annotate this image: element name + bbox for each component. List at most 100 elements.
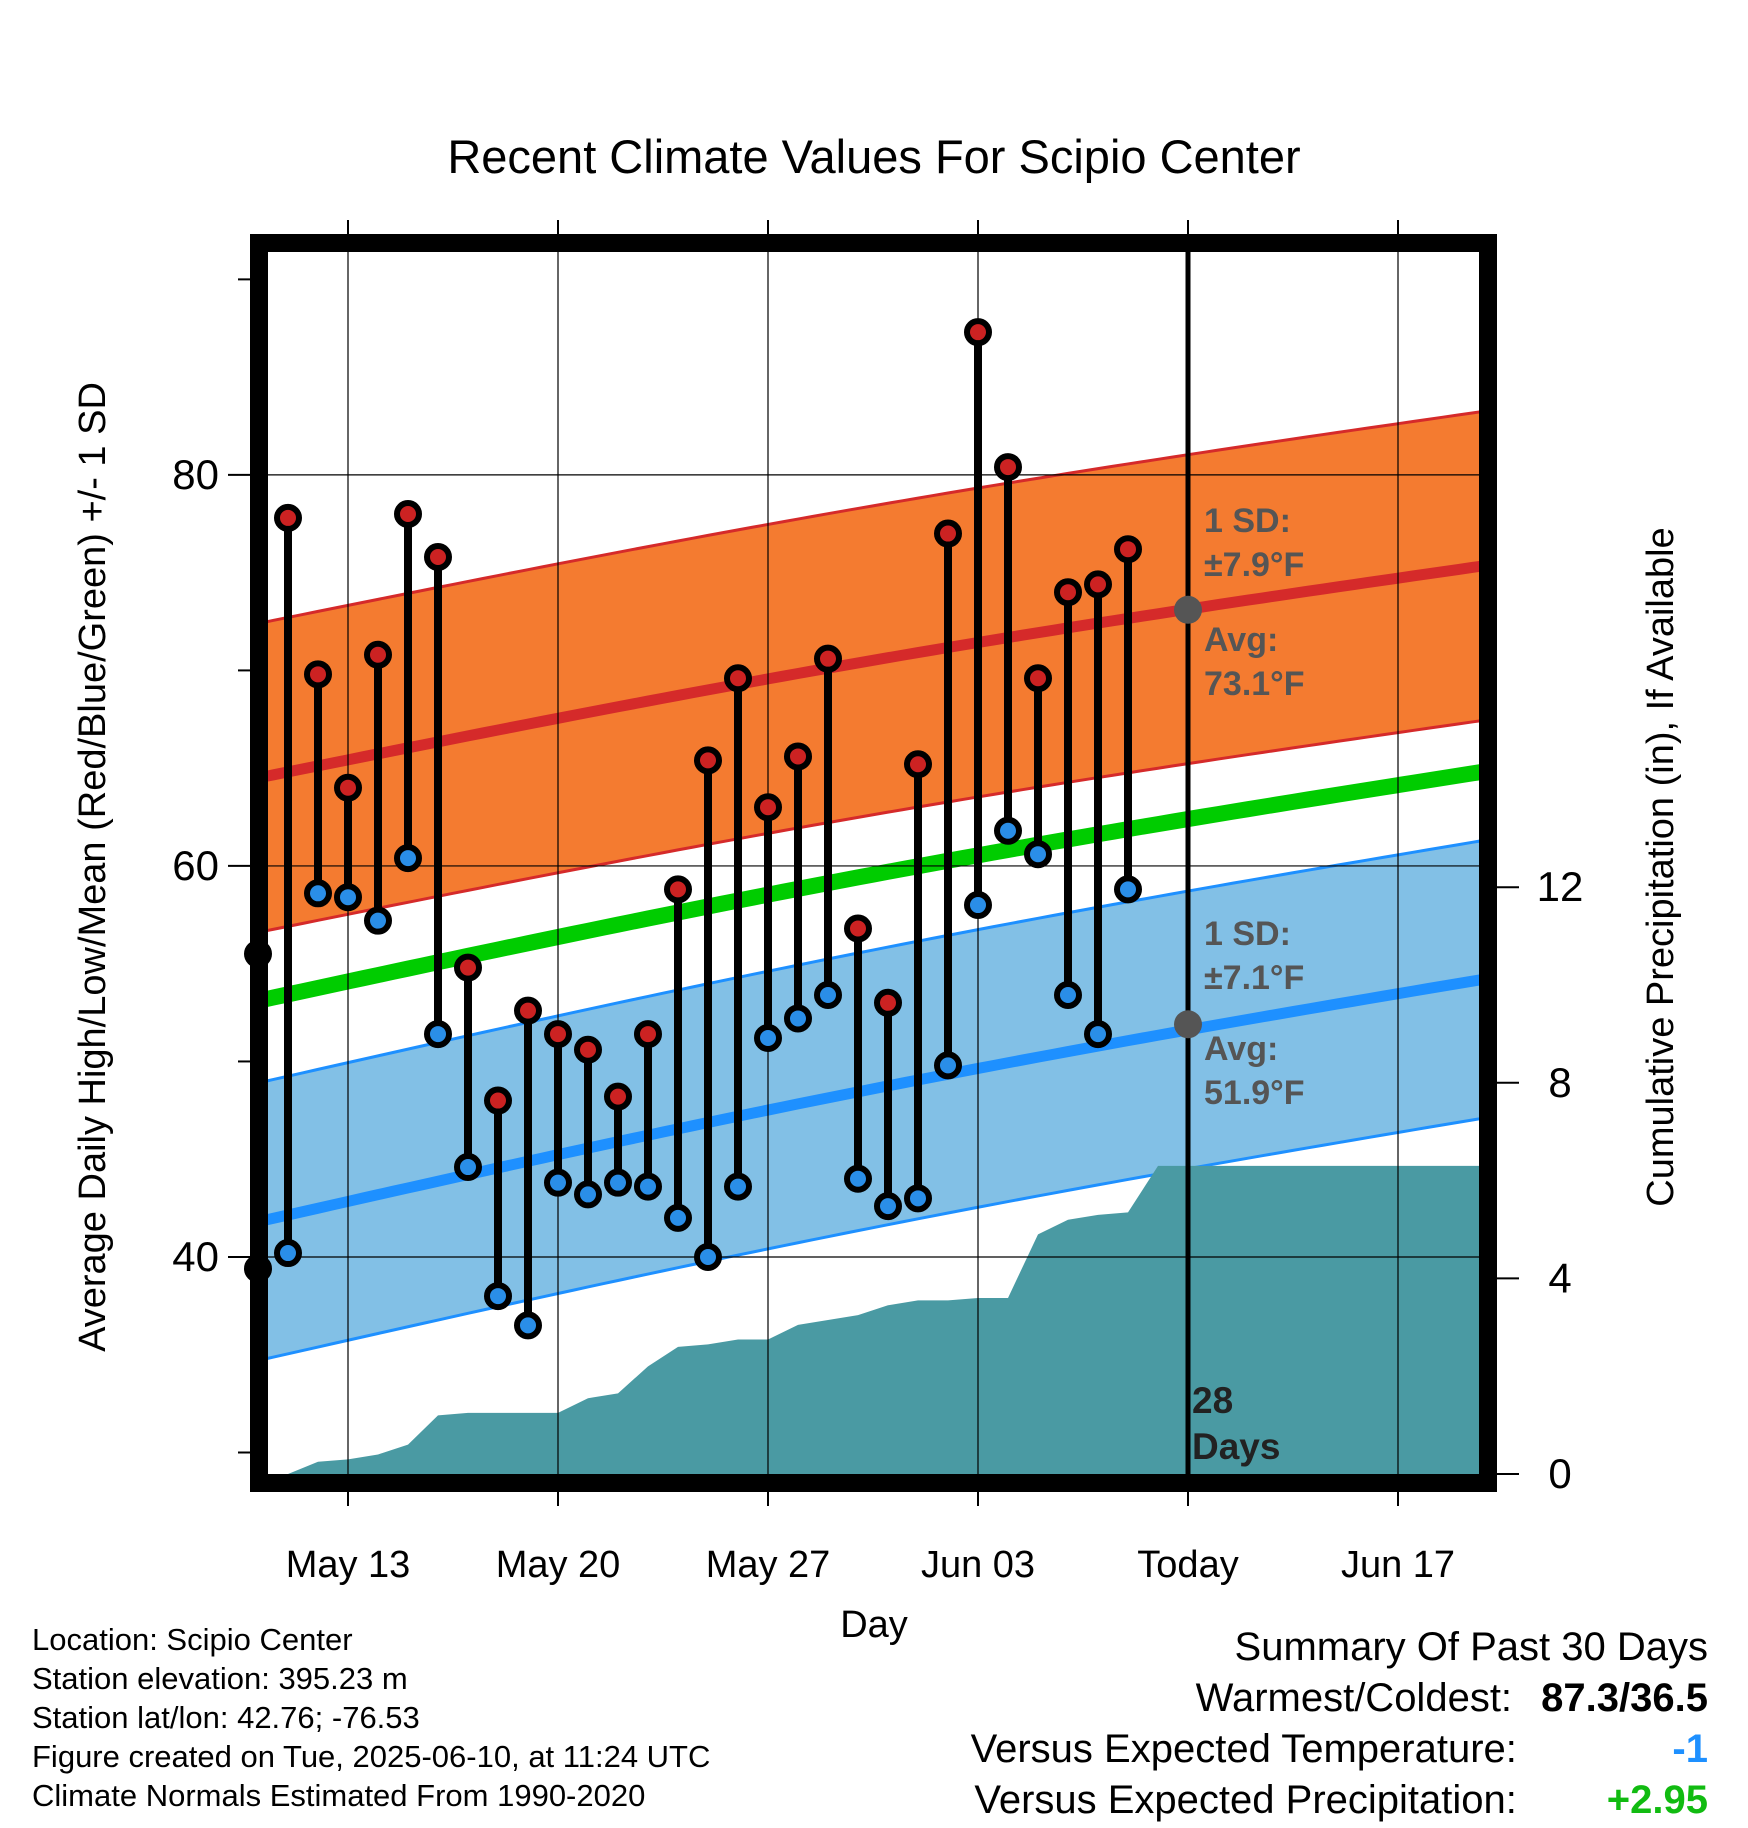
daily-high-point (694, 746, 722, 775)
daily-low-point (1024, 840, 1052, 869)
high-band (268, 412, 1479, 931)
plot-frame (250, 234, 1497, 1492)
daily-low-point (544, 1168, 572, 1197)
high-avg-marker (1174, 595, 1202, 624)
daily-high-point (574, 1035, 602, 1064)
daily-low-point (334, 883, 362, 912)
daily-high-point (1024, 664, 1052, 693)
daily-low-point (694, 1242, 722, 1271)
high-avg-value: 73.1°F (1204, 665, 1305, 703)
y2-axis-label: Cumulative Precipitation (in), If Availa… (1640, 527, 1682, 1206)
y2-tick-label: 4 (1548, 1254, 1571, 1301)
daily-low-point (1084, 1020, 1112, 1049)
daily-low-point (634, 1172, 662, 1201)
daily-high-point (544, 1020, 572, 1049)
low-avg-marker (1174, 1010, 1202, 1039)
daily-high-point (364, 640, 392, 669)
daily-low-point (1054, 980, 1082, 1009)
high-sd-label: 1 SD: (1204, 502, 1291, 540)
temp-row: Versus Expected Temperature: -1 (971, 1724, 1708, 1775)
x-tick-label: Today (1137, 1544, 1238, 1586)
low-band (268, 841, 1479, 1359)
daily-high-point (334, 773, 362, 802)
daily-high-point (304, 660, 332, 689)
temp-value: -1 (1672, 1727, 1708, 1771)
low-sd-label: 1 SD: (1204, 915, 1291, 953)
daily-high-point (724, 664, 752, 693)
normals-text: Climate Normals Estimated From 1990-2020 (32, 1778, 646, 1813)
precip-label: Versus Expected Precipitation: (974, 1778, 1517, 1822)
daily-high-point (844, 914, 872, 943)
station-info: Location: Scipio Center Station elevatio… (32, 1620, 710, 1815)
y2-tick-label: 12 (1537, 863, 1584, 910)
daily-low-point (394, 844, 422, 873)
days-count-number: 28 (1192, 1380, 1233, 1421)
daily-low-point (844, 1164, 872, 1193)
daily-high-point (454, 953, 482, 982)
normal-bands (268, 410, 1479, 1360)
daily-high-point (784, 742, 812, 771)
y2-tick-label: 0 (1548, 1450, 1571, 1497)
daily-low-point (814, 980, 842, 1009)
y-tick-label: 60 (172, 842, 219, 889)
low-avg-label: Avg: (1204, 1030, 1278, 1068)
y-tick-label: 80 (172, 451, 219, 498)
warm-cold-row: Warmest/Coldest: 87.3/36.5 (971, 1673, 1708, 1724)
daily-high-point (514, 996, 542, 1025)
precip-area-fill (288, 1165, 1479, 1474)
daily-high-point (664, 875, 692, 904)
location-text: Location: Scipio Center (32, 1622, 353, 1657)
y-tick-label: 40 (172, 1233, 219, 1280)
chart-title: Recent Climate Values For Scipio Center (447, 130, 1300, 183)
daily-high-point (754, 793, 782, 822)
daily-low-point (784, 1004, 812, 1033)
precip-value: +2.95 (1606, 1778, 1708, 1822)
y-axis-label: Average Daily High/Low/Mean (Red/Blue/Gr… (72, 382, 114, 1352)
daily-low-point (424, 1020, 452, 1049)
daily-low-point (304, 879, 332, 908)
x-tick-label: May 20 (496, 1544, 621, 1586)
x-tick-label: Jun 17 (1341, 1544, 1455, 1586)
x-tick-label: May 13 (286, 1544, 411, 1586)
high-sd-value: ±7.9°F (1204, 546, 1304, 584)
daily-low-point (1114, 875, 1142, 904)
daily-high-point (964, 318, 992, 347)
daily-high-point (814, 644, 842, 673)
daily-low-point (904, 1184, 932, 1213)
x-tick-label: Jun 03 (921, 1544, 1035, 1586)
high-normal-line (268, 560, 1479, 782)
x-axis-label: Day (840, 1604, 908, 1646)
temp-label: Versus Expected Temperature: (970, 1727, 1517, 1771)
high-avg-label: Avg: (1204, 621, 1278, 659)
daily-high-point (394, 499, 422, 528)
summary-panel: Summary Of Past 30 Days Warmest/Coldest:… (971, 1622, 1708, 1826)
daily-low-point (724, 1172, 752, 1201)
daily-low-point (454, 1153, 482, 1182)
daily-low-point (754, 1023, 782, 1052)
daily-low-point (874, 1192, 902, 1221)
y2-tick-label: 8 (1548, 1059, 1571, 1106)
daily-high-point (484, 1086, 512, 1115)
low-band-lower-edge (268, 1117, 1479, 1360)
daily-low-point (574, 1180, 602, 1209)
summary-heading: Summary Of Past 30 Days (1234, 1625, 1708, 1669)
daily-low-point (994, 816, 1022, 845)
precip-row: Versus Expected Precipitation: +2.95 (971, 1775, 1708, 1826)
daily-high-point (274, 503, 302, 532)
low-sd-value: ±7.1°F (1204, 959, 1304, 997)
daily-low-point (364, 906, 392, 935)
daily-points (244, 318, 1142, 1340)
warm-cold-value: 87.3/36.5 (1541, 1676, 1708, 1720)
daily-high-point (1114, 535, 1142, 564)
daily-high-point (1084, 570, 1112, 599)
high-band-lower-edge (268, 719, 1479, 932)
mean-normal-line (268, 764, 1479, 1007)
days-count-unit: Days (1192, 1426, 1280, 1467)
daily-high-point (994, 453, 1022, 482)
elevation-text: Station elevation: 395.23 m (32, 1661, 408, 1696)
daily-high-point (604, 1082, 632, 1111)
warm-cold-label: Warmest/Coldest: (1195, 1676, 1513, 1720)
plot-border (250, 234, 1497, 1492)
daily-high-point (1054, 578, 1082, 607)
latlon-text: Station lat/lon: 42.76; -76.53 (32, 1700, 420, 1735)
